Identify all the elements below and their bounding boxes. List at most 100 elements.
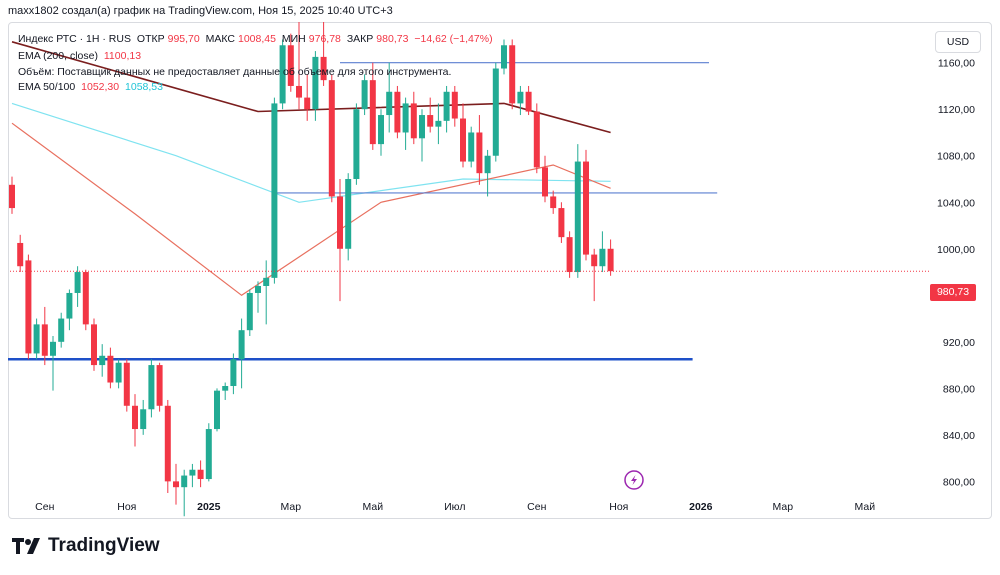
ema100-line xyxy=(11,102,611,203)
legend-ema200[interactable]: EMA (200, close) 1100,13 xyxy=(18,50,144,62)
legend-ema50-label: EMA 50/100 xyxy=(18,81,76,93)
y-tick-label: 1080,00 xyxy=(937,151,975,163)
candle-body xyxy=(279,45,286,104)
candle-body xyxy=(66,292,73,319)
candle xyxy=(279,39,286,110)
brand-footer[interactable]: TradingView xyxy=(12,535,160,557)
candle xyxy=(599,231,606,273)
lightning-icon[interactable] xyxy=(624,470,644,490)
candle xyxy=(164,399,171,493)
candle-body xyxy=(542,167,548,197)
candle-body xyxy=(246,292,253,331)
legend-open: 995,70 xyxy=(167,33,200,45)
candle xyxy=(419,109,425,162)
ema50-line xyxy=(11,122,611,297)
candle xyxy=(246,289,253,336)
candle-body xyxy=(173,481,179,488)
candle xyxy=(468,126,475,168)
candle xyxy=(501,39,507,75)
candle-body xyxy=(25,260,32,354)
candle xyxy=(41,306,48,366)
ema200-line xyxy=(11,41,611,134)
candle xyxy=(394,85,401,139)
candle-body xyxy=(402,103,409,133)
candle xyxy=(320,22,327,86)
candle-body xyxy=(574,161,581,273)
candle xyxy=(107,347,114,389)
candle-body xyxy=(238,330,245,360)
candle-body xyxy=(91,324,97,366)
candle-body xyxy=(460,118,466,162)
candle xyxy=(583,149,589,261)
candle xyxy=(304,74,311,121)
candle xyxy=(410,91,417,145)
candle-body xyxy=(517,91,524,104)
candle xyxy=(140,399,147,435)
candle-body xyxy=(214,390,220,430)
candle xyxy=(91,318,97,371)
candle-body xyxy=(140,409,147,430)
candle-body xyxy=(550,196,557,209)
candle-body xyxy=(386,91,393,116)
candle xyxy=(345,173,352,261)
x-tick-label: Май xyxy=(363,501,384,513)
candle xyxy=(82,269,89,331)
candle xyxy=(443,85,450,133)
candle-body xyxy=(566,237,573,273)
candle-body xyxy=(41,324,48,356)
candle xyxy=(607,239,614,276)
x-axis: Сен Ноя 2025 Мар Май Июл Сен Ноя 2026 Мар Май xyxy=(35,501,875,513)
candle-body xyxy=(17,242,24,267)
candle xyxy=(66,289,73,331)
candle xyxy=(328,74,335,203)
candle-body xyxy=(509,45,516,104)
candle-body xyxy=(468,132,475,162)
legend-close: 980,73 xyxy=(376,33,409,45)
candle-body xyxy=(583,161,589,255)
candle xyxy=(58,312,65,348)
candle-body xyxy=(484,155,491,174)
candle xyxy=(287,33,294,92)
y-tick-label: 1120,00 xyxy=(938,104,975,116)
candle xyxy=(99,344,106,377)
chart-frame[interactable] xyxy=(8,22,992,519)
candle xyxy=(123,359,130,412)
currency-button[interactable]: USD xyxy=(935,31,981,53)
candle xyxy=(369,62,376,150)
candle-body xyxy=(337,196,343,249)
x-tick-label: Ноя xyxy=(609,501,628,513)
legend-ema50-100[interactable]: EMA 50/100 1052,30 1058,53 xyxy=(18,81,166,93)
candle xyxy=(197,460,204,488)
candle xyxy=(517,85,524,116)
candle xyxy=(525,85,532,116)
candle-body xyxy=(369,80,376,145)
candle xyxy=(25,254,32,360)
candle xyxy=(533,103,540,174)
candle xyxy=(189,463,196,488)
legend-ema100-value: 1058,53 xyxy=(125,81,163,93)
candle xyxy=(17,234,24,273)
candle-body xyxy=(205,429,212,480)
candle xyxy=(566,231,573,278)
candle-body xyxy=(328,80,335,197)
candle-body xyxy=(476,132,483,174)
legend-ohlc: Индекс РТС · 1Н · RUS ОТКР 995,70 МАКС 100… xyxy=(18,33,496,45)
legend-low: 976,78 xyxy=(308,33,341,45)
candle-body xyxy=(263,277,270,286)
legend-volume-text: Объём: Поставщик данных не предоставляет… xyxy=(18,66,452,78)
chart-caption: maxx1802 создал(а) график на TradingView… xyxy=(8,5,393,17)
candle xyxy=(230,353,237,395)
candle-body xyxy=(312,56,319,110)
candle xyxy=(271,97,278,284)
candle xyxy=(378,109,384,156)
candle-body xyxy=(591,254,598,267)
candle xyxy=(509,39,516,110)
candle xyxy=(263,260,270,325)
candle xyxy=(156,362,163,412)
candle-body xyxy=(443,91,450,121)
y-tick-label: 1000,00 xyxy=(937,244,975,256)
candle xyxy=(550,190,557,214)
candle-body xyxy=(99,355,106,366)
candle xyxy=(50,336,56,391)
